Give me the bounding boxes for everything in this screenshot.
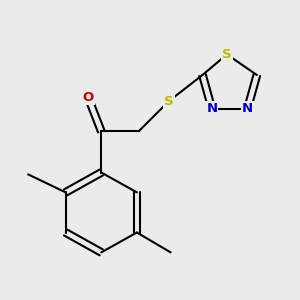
Text: S: S xyxy=(222,48,232,61)
Text: S: S xyxy=(164,95,174,108)
Text: N: N xyxy=(242,102,253,115)
Text: N: N xyxy=(206,102,218,115)
Text: O: O xyxy=(82,91,94,104)
